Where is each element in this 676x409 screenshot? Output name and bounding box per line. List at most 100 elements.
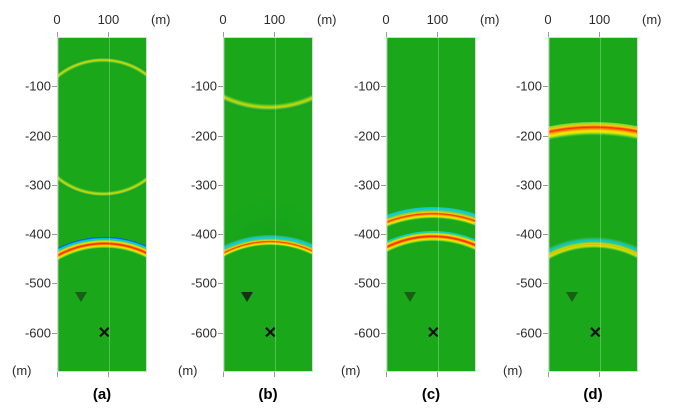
y-tick-label: -100 [515, 78, 542, 94]
y-tick [543, 86, 548, 88]
y-tick [543, 135, 548, 137]
x-tick-label: 0 [219, 12, 227, 27]
y-tick-label: -600 [515, 325, 542, 341]
source-cross-icon: ✕ [263, 324, 277, 342]
y-tick-label: -100 [353, 78, 380, 94]
wavefront-arc [224, 235, 312, 371]
wavefield-d: ✕ [549, 38, 637, 371]
y-tick [52, 135, 57, 137]
y-tick [381, 86, 386, 88]
y-tick [381, 184, 386, 186]
y-tick [543, 234, 548, 236]
receiver-triangle-icon [75, 291, 88, 302]
receiver-triangle-icon [566, 291, 579, 302]
wavefront-arc [58, 52, 146, 201]
x-tick-label: 100 [588, 12, 611, 27]
x-tick [108, 32, 110, 37]
x-tick-bottom [548, 372, 549, 377]
x-tick [274, 32, 276, 37]
plot-area-a: ✕ [57, 37, 147, 372]
y-tick [543, 283, 548, 285]
x-gridline [600, 38, 602, 371]
y-tick-label: -200 [353, 128, 380, 144]
y-tick-label: -400 [190, 226, 217, 242]
y-tick-label: -500 [24, 275, 51, 291]
x-tick-label: 0 [382, 12, 390, 27]
x-tick-bottom [437, 372, 439, 377]
x-tick [548, 32, 549, 37]
y-tick [543, 184, 548, 186]
x-gridline [438, 38, 440, 371]
source-cross-icon: ✕ [588, 324, 602, 342]
y-tick-label: -400 [353, 226, 380, 242]
wavefront-arc [549, 237, 637, 371]
y-tick-label: -100 [190, 78, 217, 94]
y-axis-unit-label: (m) [341, 363, 361, 378]
x-axis-unit-label: (m) [642, 12, 662, 27]
wavefield-b: ✕ [224, 38, 312, 371]
receiver-triangle-icon [404, 291, 417, 302]
x-gridline [549, 38, 550, 371]
y-tick [52, 283, 57, 285]
plot-area-d: ✕ [548, 37, 638, 372]
x-tick [386, 32, 387, 37]
y-axis-unit-label: (m) [503, 363, 523, 378]
wavefront-arc [387, 231, 475, 371]
source-cross-icon: ✕ [97, 324, 111, 342]
x-tick-label: 100 [263, 12, 286, 27]
y-tick [543, 332, 548, 334]
y-tick [218, 332, 223, 334]
panel-caption-a: (a) [92, 386, 112, 403]
y-tick-label: -400 [24, 226, 51, 242]
y-tick [381, 234, 386, 236]
y-tick [52, 86, 57, 88]
y-tick-label: -600 [190, 325, 217, 341]
y-tick [218, 234, 223, 236]
receiver-triangle-icon [241, 291, 254, 302]
y-tick-label: -200 [190, 128, 217, 144]
x-tick-bottom [599, 372, 601, 377]
x-tick-label: 0 [544, 12, 552, 27]
x-tick-bottom [57, 372, 58, 377]
y-tick-label: -600 [353, 325, 380, 341]
y-tick [218, 135, 223, 137]
plot-area-b: ✕ [223, 37, 313, 372]
y-tick [52, 234, 57, 236]
x-tick [57, 32, 58, 37]
y-tick [218, 86, 223, 88]
y-tick-label: -600 [24, 325, 51, 341]
y-tick-label: -400 [515, 226, 542, 242]
source-cross-icon: ✕ [426, 324, 440, 342]
wavefield-a: ✕ [58, 38, 146, 371]
x-gridline [275, 38, 277, 371]
x-tick-label: 100 [97, 12, 120, 27]
x-gridline [58, 38, 59, 371]
x-tick-label: 0 [53, 12, 61, 27]
y-tick [381, 283, 386, 285]
y-axis-unit-label: (m) [178, 363, 198, 378]
x-axis-unit-label: (m) [317, 12, 337, 27]
x-tick-bottom [274, 372, 276, 377]
y-tick-label: -300 [190, 177, 217, 193]
y-tick-label: -300 [24, 177, 51, 193]
wavefront-arc [58, 237, 146, 371]
y-axis-unit-label: (m) [12, 363, 32, 378]
y-tick [218, 184, 223, 186]
x-gridline [224, 38, 225, 371]
y-tick-label: -500 [515, 275, 542, 291]
x-axis-unit-label: (m) [480, 12, 500, 27]
y-tick [381, 135, 386, 137]
x-tick [223, 32, 224, 37]
y-tick-label: -500 [190, 275, 217, 291]
panel-caption-b: (b) [258, 386, 278, 403]
x-tick-bottom [386, 372, 387, 377]
wavefield-c: ✕ [387, 38, 475, 371]
wavefront-arc [224, 38, 312, 113]
y-tick [218, 283, 223, 285]
x-tick [437, 32, 439, 37]
y-tick-label: -500 [353, 275, 380, 291]
y-tick-label: -100 [24, 78, 51, 94]
x-tick-bottom [223, 372, 224, 377]
